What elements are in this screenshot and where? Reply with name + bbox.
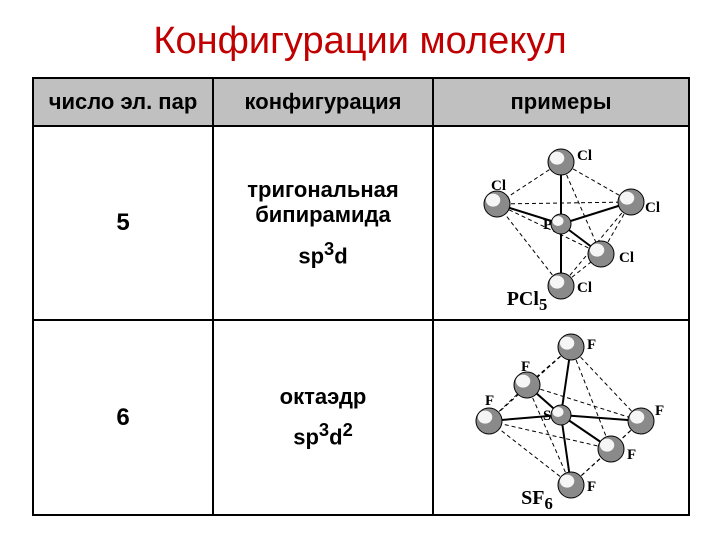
molecule-formula: PCl5 [507, 288, 548, 310]
config-hybridization: sp3d2 [220, 419, 426, 450]
col-header-config: конфигурация [213, 78, 433, 126]
cell-pairs: 6 [33, 320, 213, 515]
ligand-atom-label: F [587, 337, 596, 353]
ligand-atom-label: Cl [577, 280, 592, 296]
config-name: октаэдр [220, 384, 426, 409]
molecule-formula: SF6 [521, 487, 553, 509]
center-atom-label: P [543, 217, 552, 233]
config-name: тригональная бипирамида [220, 177, 426, 228]
ligand-atom-label: F [521, 359, 530, 375]
molecule-config-table: число эл. пар конфигурация примеры 5 три… [32, 77, 690, 516]
table-row: 5 тригональная бипирамида sp3d P Cl Cl C… [33, 126, 689, 320]
molecule-diagram: S F F F F F F SF6 [441, 325, 681, 510]
ligand-atom-label: Cl [619, 250, 634, 266]
ligand-atom-label: Cl [645, 200, 660, 216]
page-title: Конфигурации молекул [32, 20, 688, 63]
ligand-atom-label: F [587, 479, 596, 495]
cell-diagram: S F F F F F F SF6 [433, 320, 689, 515]
ligand-atom-label: F [627, 447, 636, 463]
cell-config: тригональная бипирамида sp3d [213, 126, 433, 320]
cell-diagram: P Cl Cl Cl Cl Cl PCl5 [433, 126, 689, 320]
ligand-atom-label: Cl [577, 148, 592, 164]
molecule-diagram: P Cl Cl Cl Cl Cl PCl5 [441, 136, 681, 311]
col-header-pairs: число эл. пар [33, 78, 213, 126]
ligand-atom-label: Cl [491, 178, 506, 194]
cell-config: октаэдр sp3d2 [213, 320, 433, 515]
cell-pairs: 5 [33, 126, 213, 320]
config-hybridization: sp3d [220, 238, 426, 269]
col-header-examples: примеры [433, 78, 689, 126]
table-row: 6 октаэдр sp3d2 S F F F F F F SF6 [33, 320, 689, 515]
table-header-row: число эл. пар конфигурация примеры [33, 78, 689, 126]
center-atom-label: S [543, 408, 551, 424]
ligand-atom-label: F [655, 403, 664, 419]
ligand-atom-label: F [485, 393, 494, 409]
